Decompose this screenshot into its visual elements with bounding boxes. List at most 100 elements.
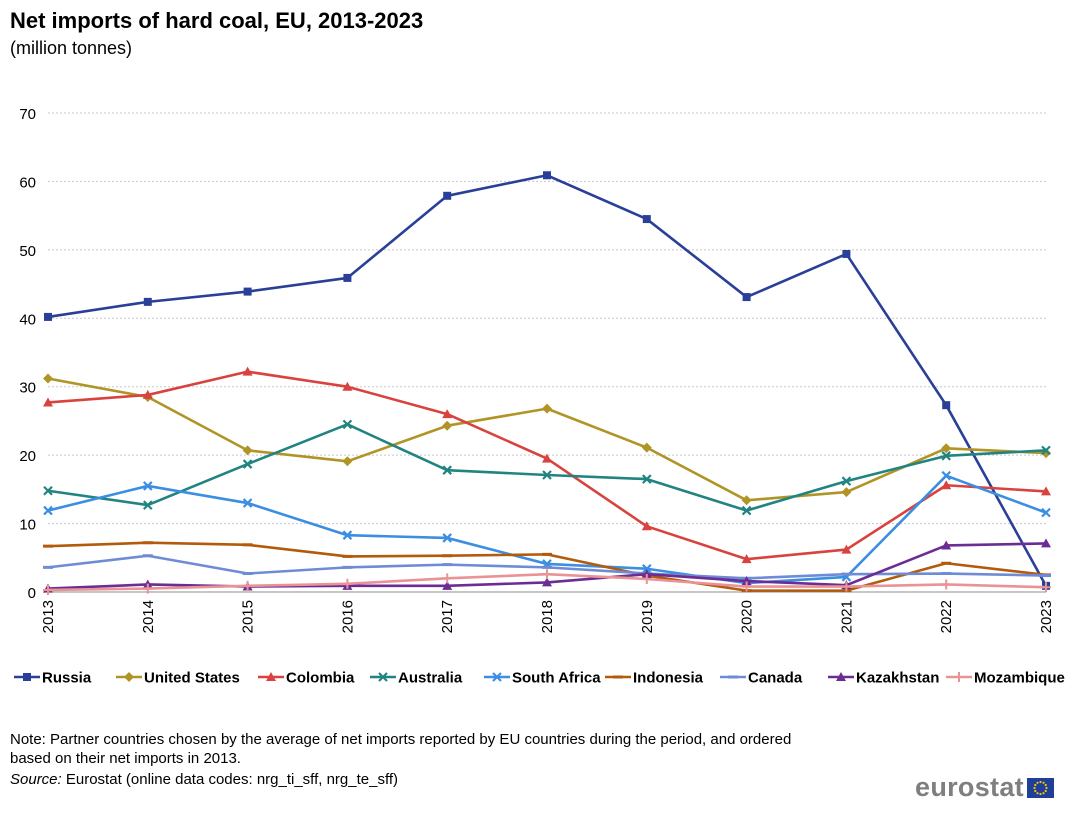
flag-star xyxy=(1039,780,1042,783)
data-point-australia xyxy=(841,476,852,486)
data-point-kazakhstan xyxy=(741,576,752,586)
legend-label: Indonesia xyxy=(633,670,704,687)
logo-text: eurostat xyxy=(915,772,1024,802)
data-point-south-africa xyxy=(1041,507,1051,518)
x-tick-label: 2015 xyxy=(240,600,257,633)
data-point-russia xyxy=(742,293,751,302)
eurostat-logo: eurostat xyxy=(915,772,1054,803)
legend-item-australia: Australia xyxy=(370,670,463,687)
legend-label: United States xyxy=(144,670,240,687)
flag-star xyxy=(1045,786,1048,789)
legend-item-south-africa: South Africa xyxy=(484,670,601,687)
series-colombia xyxy=(43,366,1051,564)
legend-marker xyxy=(23,673,31,681)
legend-item-indonesia: Indonesia xyxy=(605,670,704,687)
y-tick-label: 60 xyxy=(19,174,36,191)
legend-label: Canada xyxy=(748,670,803,687)
data-point-australia xyxy=(741,505,752,516)
data-point-canada xyxy=(542,565,552,569)
legend-item-russia: Russia xyxy=(14,670,92,687)
data-point-australia xyxy=(1041,445,1051,456)
data-point-mozambique xyxy=(242,580,253,591)
flag-star xyxy=(1044,783,1047,786)
series-australia xyxy=(43,419,1051,516)
legend: Russia United States Colombia Australia Sout… xyxy=(14,670,1065,687)
data-point-united-states xyxy=(841,487,852,498)
flag-star xyxy=(1036,781,1039,784)
data-point-south-africa xyxy=(342,530,353,540)
data-point-mozambique xyxy=(43,584,53,595)
data-point-indonesia xyxy=(342,554,353,558)
data-point-russia xyxy=(842,249,851,258)
data-point-united-states xyxy=(741,495,752,506)
legend-item-mozambique: Mozambique xyxy=(946,670,1065,687)
data-point-indonesia xyxy=(142,541,153,545)
data-point-colombia xyxy=(941,480,952,490)
data-point-indonesia xyxy=(941,561,952,565)
legend-label: Australia xyxy=(398,670,463,687)
data-point-south-africa xyxy=(941,470,951,481)
series-lines xyxy=(43,171,1051,595)
legend-label: Mozambique xyxy=(974,670,1065,687)
data-point-canada xyxy=(242,572,253,576)
data-point-south-africa xyxy=(242,498,253,508)
data-point-indonesia xyxy=(43,544,53,548)
x-tick-label: 2016 xyxy=(339,600,356,633)
flag-star xyxy=(1033,786,1036,789)
data-point-south-africa xyxy=(442,533,452,543)
flag-star xyxy=(1042,781,1045,784)
data-point-russia xyxy=(143,297,152,306)
flag-star xyxy=(1034,783,1037,786)
data-point-colombia xyxy=(841,544,852,554)
data-point-canada xyxy=(1041,574,1051,578)
series-mozambique xyxy=(43,569,1051,595)
data-point-mozambique xyxy=(941,579,952,590)
data-point-russia xyxy=(443,191,452,200)
data-point-australia xyxy=(342,419,353,430)
series-line-russia xyxy=(47,173,1048,587)
data-point-colombia xyxy=(342,381,353,391)
data-point-mozambique xyxy=(542,569,552,580)
data-point-colombia xyxy=(142,389,153,399)
x-tick-label: 2014 xyxy=(140,600,157,633)
data-point-united-states xyxy=(43,373,53,384)
data-point-colombia xyxy=(741,554,752,564)
data-point-russia xyxy=(642,215,651,224)
legend-item-kazakhstan: Kazakhstan xyxy=(828,670,939,687)
legend-label: Russia xyxy=(42,670,92,687)
data-point-kazakhstan xyxy=(442,580,453,590)
data-point-united-states xyxy=(442,420,453,431)
legend-label: Colombia xyxy=(286,670,355,687)
source-label: Source: xyxy=(10,771,62,788)
series-russia xyxy=(44,171,1050,590)
data-point-russia xyxy=(243,287,252,296)
data-point-colombia xyxy=(43,397,53,407)
data-point-south-africa xyxy=(642,563,652,574)
data-point-russia xyxy=(44,312,52,321)
data-point-canada xyxy=(841,572,852,576)
y-tick-label: 0 xyxy=(28,585,36,602)
eu-flag-icon xyxy=(1026,777,1054,798)
legend-marker xyxy=(378,672,388,682)
flag-star xyxy=(1034,789,1037,792)
legend-marker xyxy=(836,672,846,681)
footnote: Note: Partner countries chosen by the av… xyxy=(10,731,792,767)
data-point-australia xyxy=(542,470,552,480)
data-point-russia xyxy=(942,401,951,410)
legend-marker xyxy=(954,672,964,682)
x-tick-label: 2021 xyxy=(838,600,855,633)
data-point-australia xyxy=(143,500,153,510)
data-point-mozambique xyxy=(142,583,153,594)
x-tick-label: 2022 xyxy=(938,600,955,633)
data-point-canada xyxy=(43,565,53,569)
data-point-indonesia xyxy=(442,554,453,558)
x-tick-label: 2018 xyxy=(539,600,556,633)
data-point-mozambique xyxy=(841,581,852,592)
series-line-united-states xyxy=(47,377,1047,502)
data-point-mozambique xyxy=(342,578,353,589)
data-point-kazakhstan xyxy=(542,577,552,587)
data-point-colombia xyxy=(1041,486,1051,496)
legend-item-canada: Canada xyxy=(720,670,803,687)
chart-subtitle: (million tonnes) xyxy=(10,38,133,58)
data-point-canada xyxy=(342,565,353,569)
